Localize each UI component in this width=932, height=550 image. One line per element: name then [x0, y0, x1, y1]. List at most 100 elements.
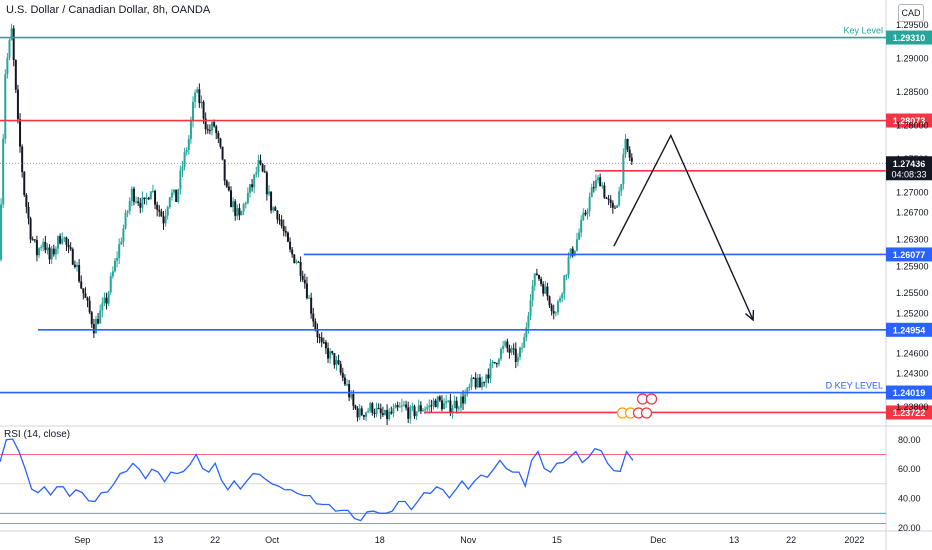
- candle-body: [261, 164, 264, 172]
- candle-body: [561, 293, 564, 299]
- candle-body: [57, 236, 60, 249]
- candle-body: [185, 150, 188, 153]
- candle-body: [497, 359, 500, 365]
- candle-body: [457, 407, 460, 409]
- candle-body: [402, 404, 405, 406]
- price-tick-label: 1.27000: [896, 188, 929, 198]
- candle-body: [225, 180, 228, 187]
- candle-body: [512, 348, 515, 350]
- candle-body: [259, 160, 262, 165]
- candle-body: [14, 60, 17, 90]
- candle-body: [373, 412, 376, 414]
- candle-body: [500, 349, 503, 360]
- rsi-title: RSI (14, close): [4, 429, 71, 440]
- candle-body: [573, 250, 576, 256]
- candle-body: [111, 271, 114, 277]
- candle-body: [466, 388, 469, 395]
- candle-body: [518, 347, 521, 358]
- rsi-pane: 80.00 60.00 40.00 20.00: [0, 435, 921, 533]
- candle-body: [2, 138, 5, 205]
- candle-body: [263, 171, 266, 173]
- candle-body: [69, 247, 72, 250]
- candle-body: [211, 122, 214, 131]
- candle-body: [381, 413, 384, 415]
- candle-body: [177, 189, 180, 202]
- candle-body: [567, 256, 570, 275]
- candle-body: [329, 351, 332, 359]
- candle-body: [462, 396, 465, 404]
- candle-body: [464, 394, 467, 404]
- candle-body: [390, 411, 393, 414]
- candle-body: [348, 384, 351, 398]
- candle-body: [303, 279, 306, 284]
- candle-body: [485, 374, 488, 383]
- candle-body: [415, 411, 418, 417]
- event-icons[interactable]: [616, 393, 658, 419]
- candle-body: [445, 401, 448, 404]
- candle-body: [213, 122, 216, 127]
- level-price-label: 1.24954: [893, 325, 926, 335]
- candle-body: [523, 337, 526, 348]
- candle-body: [40, 247, 43, 249]
- last-price-label: 1.27436: [893, 159, 926, 169]
- candle-body: [141, 197, 144, 208]
- candle-body: [434, 400, 437, 408]
- candle-body: [92, 324, 95, 334]
- candle-body: [386, 409, 389, 420]
- countdown-label: 04:08:33: [891, 169, 926, 179]
- candle-body: [379, 408, 382, 414]
- level-price-label: 1.23722: [893, 408, 926, 418]
- candle-body: [160, 211, 163, 217]
- candle-body: [35, 240, 38, 256]
- candle-body: [217, 133, 220, 139]
- candle-body: [29, 218, 32, 240]
- candle-body: [149, 191, 152, 200]
- price-tick-label: 1.23800: [896, 402, 929, 412]
- candle-body: [135, 201, 138, 203]
- candle-body: [143, 197, 146, 200]
- candle-body: [540, 278, 543, 284]
- candle-body: [94, 319, 97, 334]
- candle-body: [586, 211, 589, 215]
- candle-body: [569, 248, 572, 257]
- candle-body: [396, 405, 399, 408]
- candle-body: [71, 249, 74, 265]
- candle-body: [257, 160, 260, 173]
- candle-body: [297, 261, 300, 263]
- currency-badge[interactable]: CAD: [898, 4, 924, 22]
- candle-body: [430, 405, 433, 407]
- candle-body: [455, 400, 458, 409]
- forecast-arrowhead: [745, 309, 755, 322]
- candle-body: [223, 159, 226, 181]
- candle-body: [200, 101, 203, 104]
- candle-body: [63, 237, 66, 240]
- candle-body: [352, 394, 355, 406]
- candle-body: [533, 273, 536, 286]
- candle-body: [331, 351, 334, 354]
- candle-body: [61, 239, 64, 244]
- candle-body: [554, 312, 557, 314]
- candle-body: [181, 166, 184, 171]
- candle-body: [130, 188, 133, 202]
- candle-body: [284, 231, 287, 233]
- time-tick-label: Dec: [650, 535, 667, 545]
- candle-body: [54, 248, 57, 255]
- candle-body: [12, 28, 15, 61]
- candle-body: [459, 396, 462, 408]
- candle-body: [198, 89, 201, 104]
- candle-body: [516, 357, 519, 362]
- candle-body: [478, 377, 481, 388]
- level-price-badge: [886, 247, 932, 262]
- candle-body: [46, 247, 49, 251]
- candle-body: [443, 403, 446, 410]
- candle-body: [202, 101, 205, 119]
- candle-body: [424, 409, 427, 411]
- candle-body: [318, 337, 321, 339]
- candle-body: [375, 407, 378, 414]
- candle-body: [468, 386, 471, 389]
- price-tick-label: 1.24600: [896, 349, 929, 359]
- candle-body: [310, 297, 313, 314]
- candle-body: [594, 180, 597, 189]
